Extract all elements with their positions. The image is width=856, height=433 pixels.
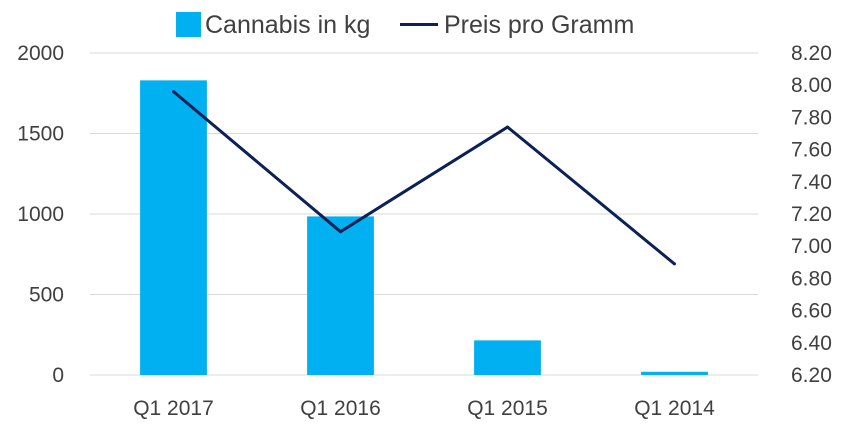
right-tick-label: 6.20 (791, 364, 832, 387)
bar (307, 216, 374, 375)
right-tick-label: 6.80 (791, 267, 832, 290)
x-axis: Q1 2017 Q1 2016 Q1 2015 Q1 2014 (133, 397, 715, 420)
legend-label-line: Preis pro Gramm (444, 11, 634, 39)
right-axis: 6.20 6.40 6.60 6.80 7.00 7.20 7.40 7.60 7.80 8.00… (791, 42, 832, 387)
line-point (506, 125, 509, 129)
right-tick-label: 7.80 (791, 106, 832, 129)
legend: Cannabis in kg Preis pro Gramm (176, 11, 634, 39)
legend-label-bar: Cannabis in kg (205, 11, 370, 39)
left-tick-label: 2000 (17, 42, 64, 65)
left-axis: 0 500 1000 1500 2000 (17, 42, 64, 387)
line-point (172, 90, 175, 94)
right-tick-label: 8.00 (791, 74, 832, 97)
right-tick-label: 8.20 (791, 42, 832, 65)
right-tick-label: 7.60 (791, 139, 832, 162)
line-point (673, 262, 676, 266)
right-tick-label: 6.60 (791, 300, 832, 323)
left-tick-label: 1000 (17, 203, 64, 226)
bar (474, 340, 541, 375)
legend-swatch-bar (176, 12, 201, 37)
bar-series (140, 80, 708, 376)
left-tick-label: 500 (29, 284, 64, 307)
x-tick-label: Q1 2016 (300, 397, 381, 420)
line-point (339, 230, 342, 234)
left-tick-label: 1500 (17, 123, 64, 146)
right-tick-label: 7.40 (791, 171, 832, 194)
x-tick-label: Q1 2014 (634, 397, 715, 420)
right-tick-label: 7.00 (791, 235, 832, 258)
right-tick-label: 7.20 (791, 203, 832, 226)
x-tick-label: Q1 2017 (133, 397, 214, 420)
x-tick-label: Q1 2015 (467, 397, 548, 420)
bar (641, 371, 708, 375)
price-line (172, 90, 676, 266)
right-tick-label: 6.40 (791, 332, 832, 355)
bar (140, 80, 207, 376)
left-tick-label: 0 (52, 364, 64, 387)
line-series (172, 90, 676, 266)
